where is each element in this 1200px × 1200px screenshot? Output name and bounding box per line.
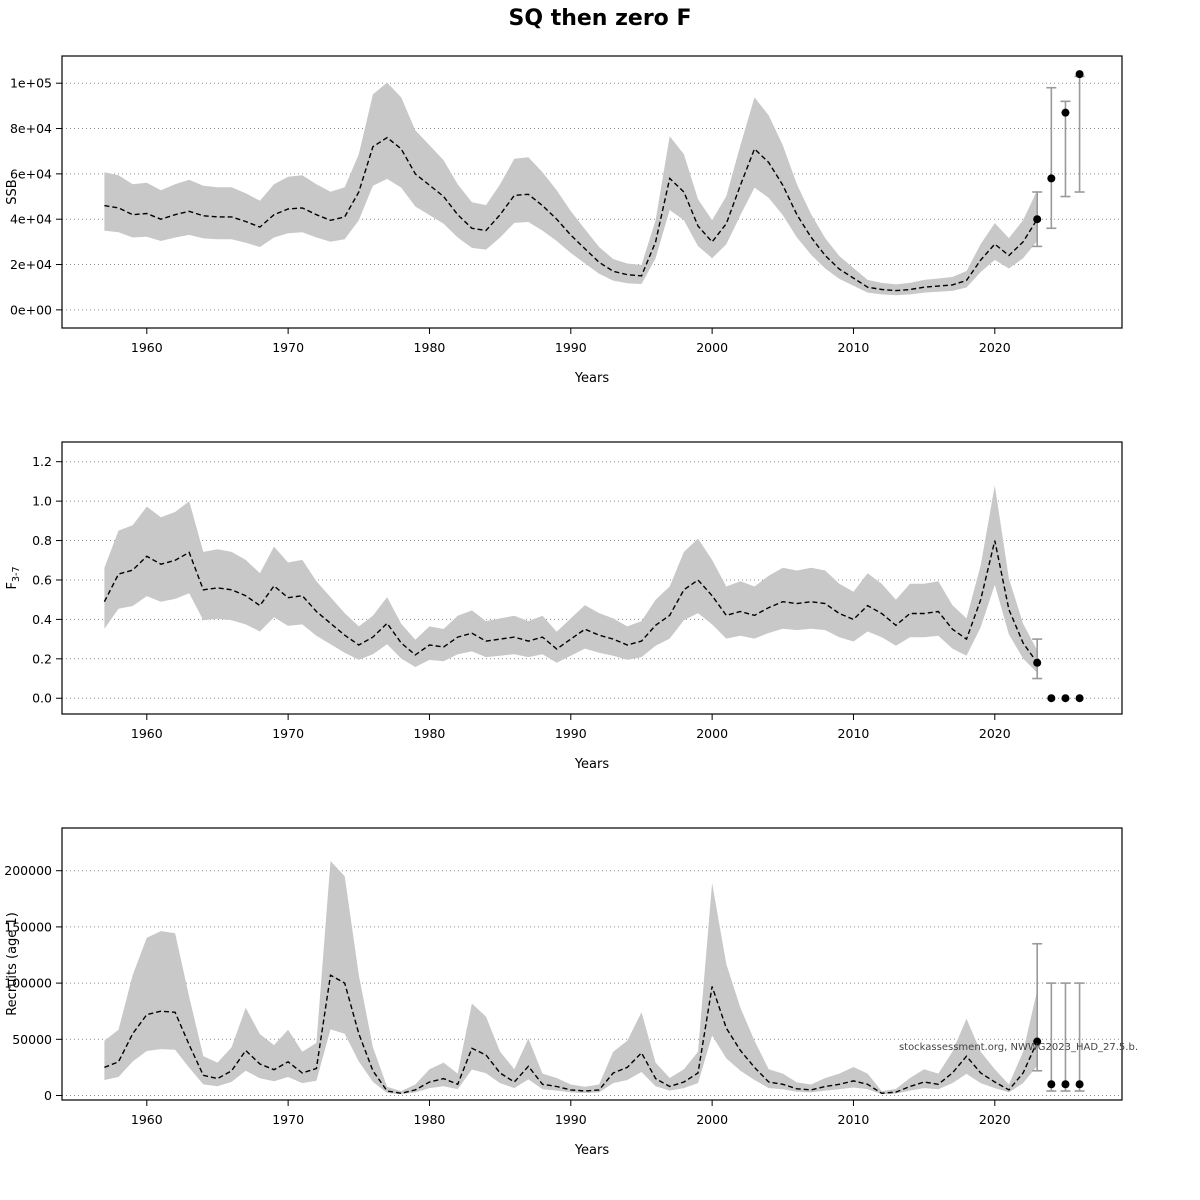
x-tick-label: 2000 <box>696 340 728 355</box>
y-tick-label: 50000 <box>12 1032 52 1047</box>
figure-title: SQ then zero F <box>508 6 692 31</box>
x-tick-label: 2020 <box>979 340 1011 355</box>
recruits-chart: 0 50000 100000 150000 200000 1960 1970 1980 1990… <box>4 827 1123 1158</box>
forecast-point <box>1047 1080 1056 1089</box>
forecast-point <box>1061 1080 1070 1089</box>
y-tick-label: 150000 <box>4 919 52 934</box>
y-tick-label: 0.8 <box>32 533 52 548</box>
confidence-band <box>104 485 1038 673</box>
y-tick-label: 0.6 <box>32 572 52 587</box>
x-tick-label: 1960 <box>131 726 163 741</box>
x-tick-label: 1990 <box>555 1112 587 1127</box>
forecast-point <box>1075 70 1084 79</box>
x-tick-label: 1980 <box>414 1112 446 1127</box>
y-tick-label: 0e+00 <box>10 302 52 317</box>
y-tick-label: 0.2 <box>32 651 52 666</box>
watermark: stockassessment.org, NWWG2023_HAD_27.5.b… <box>898 1042 1138 1053</box>
x-tick-label: 2020 <box>979 1112 1011 1127</box>
x-tick-label: 1960 <box>131 340 163 355</box>
y-tick-label: 0.0 <box>32 691 52 706</box>
series-line <box>104 136 1038 292</box>
x-axis-label: Years <box>574 757 610 772</box>
plot-border <box>61 827 1123 1101</box>
x-tick-label: 1970 <box>272 726 304 741</box>
x-tick-label: 1970 <box>272 340 304 355</box>
ssb-panel: 0e+00 2e+04 4e+04 6e+04 8e+04 1e+05 1960 1970 19… <box>0 42 1200 428</box>
x-tick-label: 1980 <box>414 726 446 741</box>
x-tick-label: 2020 <box>979 726 1011 741</box>
forecast-point <box>1075 1080 1084 1089</box>
x-axis-label: Years <box>574 1143 610 1158</box>
x-axis-label: Years <box>574 371 610 386</box>
y-tick-label: 1.2 <box>32 454 52 469</box>
forecast-point <box>1047 174 1056 183</box>
x-tick-label: 2000 <box>696 1112 728 1127</box>
x-tick-label: 1980 <box>414 340 446 355</box>
y-tick-label: 2e+04 <box>10 257 52 272</box>
x-tick-label: 2000 <box>696 726 728 741</box>
x-tick-label: 1990 <box>555 726 587 741</box>
series-line <box>104 974 1038 1095</box>
forecast-point <box>1033 658 1042 667</box>
y-tick-label: 6e+04 <box>10 166 52 181</box>
forecast-point <box>1033 1037 1042 1046</box>
x-tick-label: 2010 <box>838 340 870 355</box>
y-axis-label: F3-7 <box>5 566 22 589</box>
fbar-chart: 0.0 0.2 0.4 0.6 0.8 1.0 1.2 1960 1970 1980 1990 200… <box>5 441 1123 772</box>
forecast-point <box>1061 694 1070 703</box>
y-tick-label: 4e+04 <box>10 212 52 227</box>
forecast-point <box>1075 694 1084 703</box>
y-tick-label: 1.0 <box>32 494 52 509</box>
fbar-panel: 0.0 0.2 0.4 0.6 0.8 1.0 1.2 1960 1970 1980 1990 200… <box>0 428 1200 814</box>
confidence-band <box>104 82 1038 296</box>
x-tick-label: 2010 <box>838 726 870 741</box>
forecast-point <box>1033 215 1042 224</box>
x-tick-label: 1960 <box>131 1112 163 1127</box>
y-tick-label: 200000 <box>4 863 52 878</box>
y-tick-label: 8e+04 <box>10 121 52 136</box>
forecast-point <box>1061 108 1070 117</box>
y-axis-label: Recruits (age 1) <box>5 912 20 1016</box>
y-tick-label: 1e+05 <box>10 76 52 91</box>
forecast-point <box>1047 694 1056 703</box>
plot-border <box>61 441 1123 715</box>
ssb-chart: 0e+00 2e+04 4e+04 6e+04 8e+04 1e+05 1960 1970 19… <box>5 55 1123 386</box>
series-line <box>103 540 1038 664</box>
plot-border <box>61 55 1123 329</box>
y-tick-label: 0.4 <box>32 612 52 627</box>
x-tick-label: 1990 <box>555 340 587 355</box>
x-tick-label: 2010 <box>838 1112 870 1127</box>
x-tick-label: 1970 <box>272 1112 304 1127</box>
confidence-band <box>104 861 1038 1095</box>
y-tick-label: 100000 <box>4 976 52 991</box>
recruits-panel: 0 50000 100000 150000 200000 1960 1970 1980 1990… <box>0 814 1200 1200</box>
y-tick-label: 0 <box>44 1088 52 1103</box>
y-axis-label: SSB <box>5 179 20 204</box>
